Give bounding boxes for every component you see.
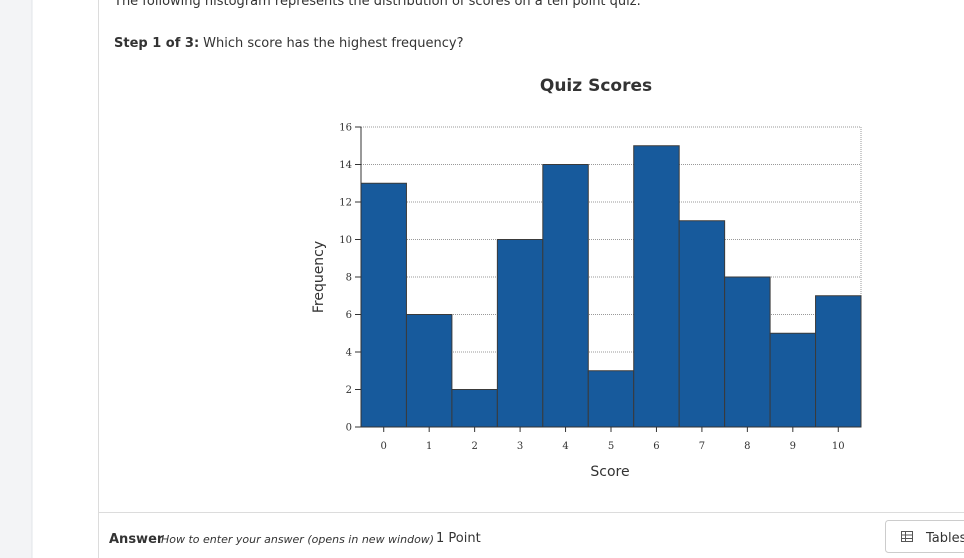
- x-tick-label: 4: [562, 441, 568, 452]
- x-tick-label: 2: [471, 441, 477, 452]
- x-tick-label: 10: [832, 441, 845, 452]
- x-tick-label: 8: [744, 441, 750, 452]
- y-tick-label: 14: [339, 160, 352, 171]
- x-tick-label: 3: [517, 441, 523, 452]
- points: 1 Point: [436, 531, 481, 546]
- bar: [451, 389, 498, 428]
- bar: [542, 164, 589, 428]
- bar: [587, 370, 635, 428]
- table-icon: [901, 531, 913, 542]
- y-tick-label: 16: [339, 123, 352, 134]
- chart-title: Quiz Scores: [540, 76, 652, 96]
- bar: [678, 220, 726, 428]
- x-tick-label: 0: [381, 441, 387, 452]
- sidebar: [0, 0, 32, 558]
- bar: [633, 145, 680, 428]
- y-tick-label: 6: [346, 310, 352, 321]
- y-axis-label: Frequency: [311, 241, 327, 313]
- x-tick-label: 5: [608, 441, 614, 452]
- y-tick-label: 2: [346, 385, 352, 396]
- x-tick-label: 9: [790, 441, 796, 452]
- step-prompt: Which score has the highest frequency?: [203, 36, 463, 51]
- y-tick-label: 10: [339, 235, 352, 246]
- answer-label: Answer: [109, 532, 164, 547]
- help-link[interactable]: How to enter your answer (opens in new w…: [161, 533, 434, 546]
- x-tick-label: 6: [653, 441, 659, 452]
- bar: [360, 182, 407, 428]
- chart: Quiz Scores Score Frequency 024681012141…: [311, 76, 862, 480]
- bar: [815, 295, 862, 428]
- step-line: Step 1 of 3: Which score has the highest …: [114, 36, 463, 51]
- bar: [405, 314, 453, 428]
- tables-button[interactable]: Tables: [885, 520, 964, 553]
- x-axis-label: Score: [590, 464, 629, 480]
- y-tick-label: 0: [346, 423, 352, 434]
- step-label: Step 1 of 3:: [114, 36, 199, 51]
- x-tick-label: 1: [426, 441, 432, 452]
- intro-text: The following histogram represents the d…: [113, 0, 641, 9]
- bar: [769, 332, 817, 428]
- bar: [724, 276, 771, 428]
- y-tick-label: 8: [346, 273, 352, 284]
- bar: [496, 239, 544, 428]
- button-frame: [885, 520, 964, 553]
- tables-label[interactable]: Tables: [925, 531, 964, 546]
- y-tick-label: 12: [339, 198, 352, 209]
- x-tick-label: 7: [699, 441, 705, 452]
- y-tick-label: 4: [346, 348, 352, 359]
